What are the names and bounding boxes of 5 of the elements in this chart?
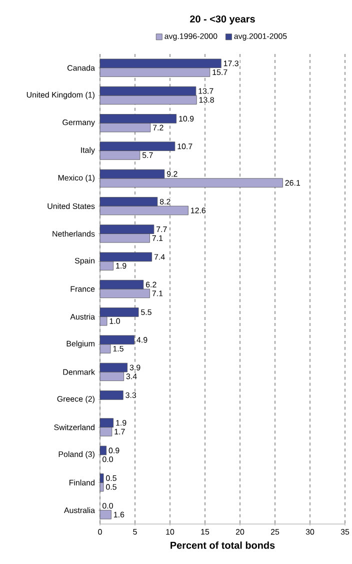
x-axis-title: Percent of total bonds [170, 542, 275, 549]
bar [100, 510, 112, 520]
bar [100, 446, 106, 456]
bar [100, 390, 124, 400]
chart-title: 20 - <30 years [190, 15, 255, 24]
